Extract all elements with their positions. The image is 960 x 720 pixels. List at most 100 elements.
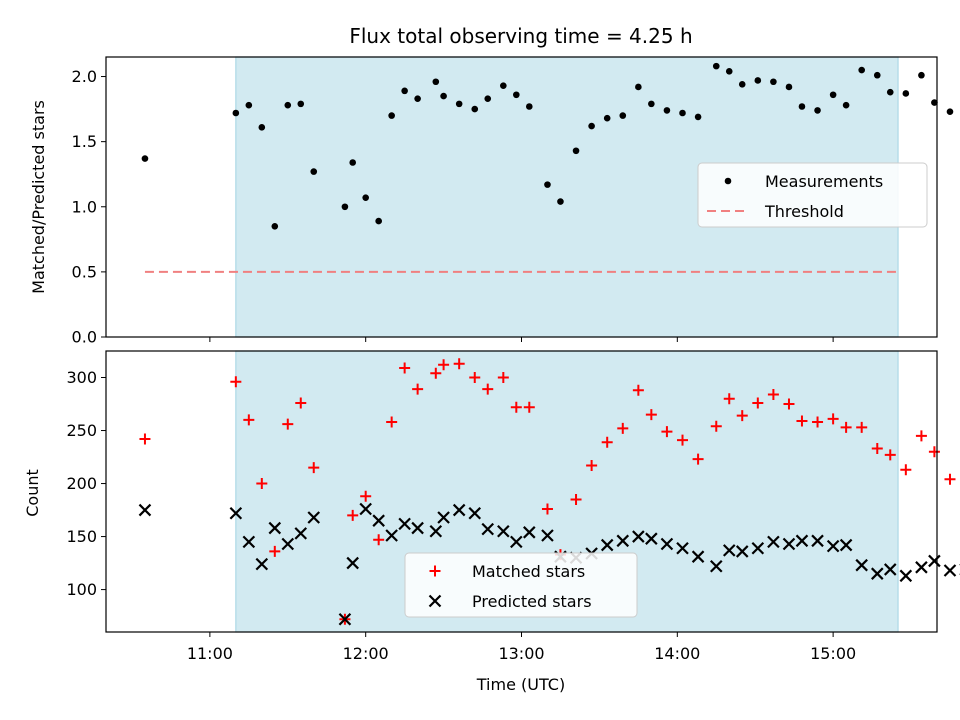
matched-stars-point bbox=[541, 503, 553, 515]
y-tick-label: 250 bbox=[66, 421, 97, 440]
matched-stars-point bbox=[482, 383, 494, 395]
measurement-point bbox=[245, 101, 253, 109]
legend-measurement-swatch bbox=[724, 177, 732, 185]
matched-stars-point bbox=[796, 415, 808, 427]
legend-label: Predicted stars bbox=[472, 592, 592, 611]
matched-stars-point bbox=[269, 545, 281, 557]
matched-stars-point bbox=[523, 401, 535, 413]
matched-stars-point bbox=[661, 426, 673, 438]
matched-stars-point bbox=[856, 421, 868, 433]
predicted-stars-point bbox=[722, 544, 736, 557]
predicted-stars-point bbox=[523, 526, 536, 539]
top-panel: 0.00.51.01.52.0 Matched/Predicted stars … bbox=[29, 56, 954, 347]
bottom-y-axis-label: Count bbox=[23, 469, 42, 517]
matched-stars-point bbox=[399, 362, 411, 374]
x-tick-label: 12:00 bbox=[343, 644, 389, 663]
matched-stars-point bbox=[430, 367, 442, 379]
measurement-point bbox=[341, 203, 349, 211]
predicted-stars-point bbox=[632, 530, 645, 543]
matched-stars-point bbox=[412, 383, 424, 395]
y-tick-label: 200 bbox=[66, 474, 97, 493]
predicted-stars-point bbox=[307, 511, 321, 524]
bottom-legend: Matched stars Predicted stars bbox=[404, 552, 638, 618]
predicted-stars-point bbox=[255, 557, 269, 571]
measurement-point bbox=[725, 68, 733, 75]
matched-stars-point bbox=[373, 534, 385, 546]
matched-stars-point bbox=[230, 376, 242, 388]
matched-stars-point bbox=[677, 434, 689, 446]
matched-stars-point bbox=[915, 430, 927, 442]
measurement-point bbox=[635, 83, 642, 91]
matched-stars-point bbox=[243, 414, 255, 426]
predicted-stars-point bbox=[645, 532, 658, 545]
predicted-stars-point bbox=[481, 522, 495, 536]
legend-label: Measurements bbox=[765, 172, 883, 191]
matched-stars-point bbox=[632, 384, 644, 396]
matched-stars-point bbox=[453, 358, 465, 370]
measurement-point bbox=[375, 217, 382, 225]
y-tick-label: 300 bbox=[66, 368, 97, 387]
measurement-point bbox=[141, 155, 149, 162]
predicted-stars-point bbox=[870, 567, 884, 580]
bottom-panel: 100 150 200 250 300 11:00 12:00 13:00 14:00 15:0… bbox=[23, 350, 960, 694]
x-axis-label: Time (UTC) bbox=[476, 675, 565, 694]
legend-label: Matched stars bbox=[472, 562, 585, 581]
matched-stars-point bbox=[783, 398, 795, 410]
predicted-stars-point bbox=[928, 554, 941, 568]
x-tick-label: 14:00 bbox=[654, 644, 700, 663]
matched-stars-point bbox=[736, 410, 748, 422]
predicted-stars-point bbox=[839, 538, 853, 552]
predicted-stars-point bbox=[735, 545, 749, 558]
predicted-stars-point bbox=[468, 506, 482, 520]
measurement-point bbox=[754, 77, 762, 84]
matched-stars-point bbox=[570, 493, 582, 505]
matched-stars-point bbox=[884, 449, 896, 461]
predicted-stars-point bbox=[782, 537, 796, 551]
predicted-stars-point bbox=[338, 612, 352, 626]
legend-predicted-swatch bbox=[428, 594, 442, 608]
predicted-stars-point bbox=[452, 503, 466, 517]
predicted-stars-point bbox=[398, 517, 411, 531]
predicted-stars-point bbox=[346, 556, 359, 570]
measurement-point bbox=[232, 109, 240, 117]
measurement-point bbox=[362, 194, 369, 201]
predicted-stars-point bbox=[429, 524, 443, 538]
top-y-axis-label: Matched/Predicted stars bbox=[29, 100, 48, 294]
predicted-stars-point bbox=[541, 529, 554, 542]
matched-stars-point bbox=[308, 462, 320, 474]
chart-title: Flux total observing time = 4.25 h bbox=[349, 24, 692, 48]
measurement-point bbox=[694, 113, 702, 121]
measurement-point bbox=[619, 112, 627, 119]
matched-stars-point bbox=[752, 397, 764, 409]
matched-stars-point bbox=[827, 413, 839, 425]
predicted-stars-point bbox=[826, 539, 840, 553]
measurement-point bbox=[432, 78, 440, 86]
measurement-point bbox=[513, 91, 520, 99]
matched-stars-point bbox=[586, 460, 598, 472]
measurement-point bbox=[858, 66, 865, 74]
measurement-point bbox=[297, 100, 305, 108]
matched-stars-point bbox=[282, 418, 294, 430]
predicted-stars-point bbox=[811, 534, 824, 548]
legend-box bbox=[697, 162, 928, 228]
predicted-stars-point bbox=[883, 563, 897, 576]
matched-stars-point bbox=[928, 446, 940, 458]
legend-matched-swatch bbox=[429, 565, 441, 577]
matched-stars-point bbox=[840, 421, 852, 433]
predicted-stars-point bbox=[855, 558, 868, 572]
measurement-point bbox=[401, 87, 408, 95]
y-tick-label: 1.0 bbox=[72, 197, 97, 216]
measurement-point bbox=[918, 71, 925, 79]
predicted-stars-point bbox=[899, 569, 913, 583]
matched-stars-point bbox=[256, 478, 268, 490]
predicted-stars-point bbox=[709, 559, 723, 573]
matched-stars-point bbox=[767, 388, 779, 400]
measurement-point bbox=[712, 62, 720, 70]
matched-stars-point bbox=[438, 359, 450, 371]
predicted-stars-point bbox=[281, 537, 295, 551]
predicted-stars-point bbox=[660, 537, 674, 551]
matched-stars-point bbox=[871, 443, 883, 455]
predicted-stars-point bbox=[751, 541, 765, 555]
matched-stars-point bbox=[497, 372, 509, 384]
